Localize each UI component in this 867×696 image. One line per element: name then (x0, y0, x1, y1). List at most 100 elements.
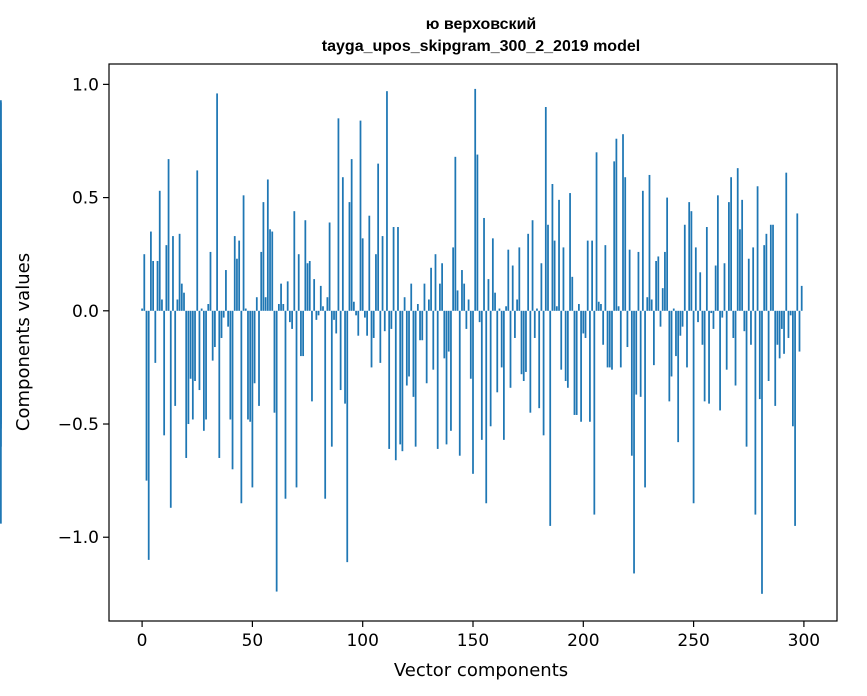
bar (443, 310, 446, 359)
bar (405, 310, 408, 386)
bar (194, 310, 196, 381)
bar (630, 310, 633, 456)
bar (716, 195, 719, 311)
bar (761, 310, 763, 594)
bar (421, 310, 424, 341)
bar (218, 310, 221, 458)
bar (333, 310, 335, 320)
bar (308, 260, 311, 311)
bar (445, 310, 448, 445)
bar (637, 251, 640, 311)
bar (167, 159, 170, 311)
bar (668, 310, 671, 402)
bar (487, 279, 490, 311)
bar (531, 220, 534, 311)
bar (661, 288, 664, 311)
bar (503, 310, 505, 440)
bar (778, 310, 781, 359)
bar (410, 283, 413, 311)
bar (478, 310, 481, 323)
bar (613, 161, 616, 311)
bar (456, 290, 459, 311)
bar (474, 88, 477, 311)
x-tick-label: 0 (137, 631, 148, 651)
bar (390, 310, 393, 329)
bar (450, 310, 452, 431)
bar (708, 310, 710, 404)
bar (196, 170, 199, 311)
bar (752, 247, 755, 311)
bar (584, 310, 587, 338)
x-tick-label: 150 (457, 631, 489, 651)
bar (189, 310, 192, 379)
bar (575, 310, 578, 415)
bar (483, 217, 485, 311)
bar (392, 227, 395, 311)
bar (260, 251, 263, 311)
bar (485, 310, 488, 504)
bar (335, 310, 338, 334)
bar (174, 310, 177, 406)
bar (573, 310, 576, 415)
bar (754, 310, 757, 515)
bar (165, 245, 168, 311)
bar (566, 310, 569, 388)
bar (633, 310, 635, 574)
bar (401, 310, 404, 452)
bar (273, 310, 276, 413)
bar (143, 254, 146, 311)
x-tick-label: 100 (346, 631, 378, 651)
bar (209, 251, 212, 311)
bar (412, 310, 415, 397)
bar (251, 310, 254, 488)
bar (785, 172, 788, 311)
bar (240, 310, 243, 504)
bar (425, 310, 428, 384)
bar (156, 260, 159, 311)
x-axis-ticks: 0 50 100 150 200 250 300 (137, 621, 820, 651)
bar (430, 267, 432, 311)
bar (646, 297, 649, 311)
bar (505, 306, 507, 311)
bar (355, 310, 357, 316)
bar (436, 310, 439, 449)
bar (794, 310, 796, 526)
bar (0, 100, 2, 311)
bar (525, 310, 527, 372)
bar (227, 310, 229, 327)
bar (463, 283, 466, 311)
bar (569, 193, 571, 311)
bar (721, 310, 724, 318)
bar (518, 247, 521, 311)
bar (271, 231, 274, 311)
bar (758, 310, 761, 400)
bar (619, 310, 622, 368)
bar (428, 299, 430, 311)
bar (434, 254, 437, 311)
x-axis-label: Vector components (394, 660, 568, 681)
x-tick-label: 50 (242, 631, 264, 651)
bar (147, 310, 150, 560)
bar (728, 202, 730, 311)
bar (311, 310, 313, 402)
plot-area-frame (108, 63, 838, 622)
y-axis-label: Components values (13, 253, 34, 431)
bar (324, 310, 327, 499)
bar (191, 310, 194, 420)
bar (225, 270, 227, 311)
bar (419, 310, 421, 341)
bar (626, 310, 629, 348)
bar (800, 285, 803, 311)
bar (0, 227, 2, 311)
bar (763, 245, 766, 311)
bar (161, 299, 163, 311)
bar (304, 220, 307, 311)
bar (372, 310, 375, 338)
bar (370, 310, 373, 368)
bar (679, 310, 682, 336)
bar (725, 310, 728, 370)
bar (330, 310, 333, 447)
bar (606, 310, 609, 368)
bar (741, 199, 744, 311)
bar (553, 240, 556, 311)
